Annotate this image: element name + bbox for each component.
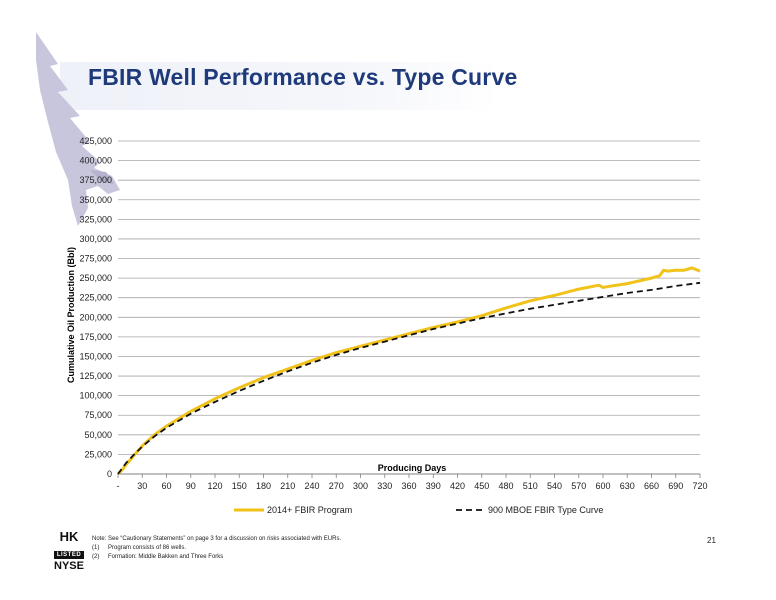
x-tick-label: 390 [426, 481, 441, 491]
y-tick-label: 200,000 [79, 312, 112, 322]
y-tick-label: 225,000 [79, 293, 112, 303]
x-tick-label: 480 [498, 481, 513, 491]
x-tick-label: 330 [377, 481, 392, 491]
x-tick-label: 270 [329, 481, 344, 491]
x-tick-label: 630 [620, 481, 635, 491]
x-tick-label: 300 [353, 481, 368, 491]
cautionary-note: Note: See “Cautionary Statements” on pag… [92, 536, 342, 542]
x-tick-label: 360 [401, 481, 416, 491]
y-tick-label: 425,000 [79, 136, 112, 146]
y-tick-label: 100,000 [79, 391, 112, 401]
x-tick-label: 240 [304, 481, 319, 491]
title-band [60, 62, 500, 110]
legend: 2014+ FBIR Program 900 MBOE FBIR Type Cu… [234, 505, 603, 515]
y-axis-ticks: 0 25,000 50,000 75,000 100,000 125,000 150,000… [79, 136, 112, 479]
y-tick-label: 50,000 [84, 430, 112, 440]
grid-lines [118, 140, 700, 455]
y-tick-label: 250,000 [79, 273, 112, 283]
x-tick-label: 420 [450, 481, 465, 491]
page-title: FBIR Well Performance vs. Type Curve [88, 64, 518, 90]
y-tick-label: 400,000 [79, 156, 112, 166]
x-tick-label: 510 [523, 481, 538, 491]
x-tick-label: 60 [161, 481, 171, 491]
y-tick-label: 275,000 [79, 254, 112, 264]
y-tick-label: 325,000 [79, 214, 112, 224]
footnotes: Note: See “Cautionary Statements” on pag… [92, 535, 341, 562]
x-axis-ticks: - 30 60 90 120 150 180 210 240 270 300 330 360 390 420… [117, 474, 708, 491]
x-tick-label: 120 [207, 481, 222, 491]
x-tick-label: 210 [280, 481, 295, 491]
y-tick-label: 375,000 [79, 175, 112, 185]
series-line-program [116, 266, 701, 476]
x-tick-label: 90 [186, 481, 196, 491]
x-tick-label: 660 [644, 481, 659, 491]
logo-listed-badge: LISTED [53, 551, 85, 559]
y-tick-label: 350,000 [79, 195, 112, 205]
logo-ticker: HK [59, 529, 79, 544]
y-tick-label: 75,000 [84, 410, 112, 420]
x-tick-label: 180 [256, 481, 271, 491]
series-line-type-curve [117, 281, 701, 475]
y-tick-label: 0 [107, 469, 112, 479]
x-tick-label: 540 [547, 481, 562, 491]
y-tick-label: 125,000 [79, 371, 112, 381]
x-tick-label: 690 [668, 481, 683, 491]
x-tick-label: 450 [474, 481, 489, 491]
x-tick-label: 570 [571, 481, 586, 491]
legend-label-type-curve: 900 MBOE FBIR Type Curve [488, 505, 603, 515]
y-tick-label: 300,000 [79, 234, 112, 244]
legend-label-program: 2014+ FBIR Program [267, 505, 352, 515]
x-tick-label: 150 [232, 481, 247, 491]
y-tick-label: 150,000 [79, 351, 112, 361]
footnote-item: (2) Formation: Middle Bakken and Three Fo… [92, 554, 224, 560]
footnote-item: (1) Program consists of 86 wells. [92, 545, 187, 551]
exchange-logo: HK LISTED NYSE [52, 530, 86, 572]
y-axis-title: Cumulative Oil Production (Bbl) [66, 247, 76, 383]
x-axis-title: Producing Days [378, 463, 447, 473]
page-number: 21 [707, 536, 716, 545]
x-tick-label: 600 [595, 481, 610, 491]
hawk-logo-icon [36, 32, 120, 226]
y-tick-label: 25,000 [84, 449, 112, 459]
x-tick-label: 30 [137, 481, 147, 491]
x-tick-label: - [117, 481, 120, 491]
y-tick-label: 175,000 [79, 332, 112, 342]
logo-exchange: NYSE [54, 560, 84, 572]
x-tick-label: 720 [692, 481, 707, 491]
series-lines [116, 266, 701, 476]
